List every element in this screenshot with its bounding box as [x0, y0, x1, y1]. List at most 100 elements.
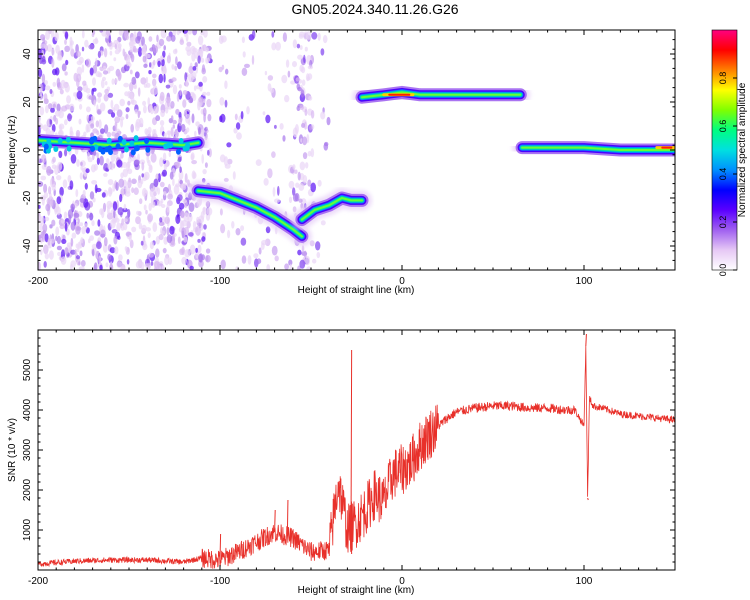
noise-blob — [218, 66, 223, 73]
noise-blob — [206, 91, 211, 96]
track-blob — [43, 143, 49, 150]
noise-blob — [236, 132, 242, 140]
noise-blob — [170, 126, 174, 137]
noise-blob — [143, 171, 150, 181]
noise-blob — [145, 76, 149, 84]
noise-blob — [78, 261, 81, 266]
noise-blob — [139, 117, 144, 128]
noise-blob — [141, 36, 145, 47]
noise-blob — [240, 225, 245, 232]
colorbar-ticks: 0.0 0.2 0.4 0.6 0.8 — [718, 72, 737, 276]
noise-blob — [312, 258, 317, 264]
noise-blob — [157, 187, 161, 195]
spectrogram-y-tick-label: -20 — [22, 190, 33, 205]
spectrogram-tracks — [38, 82, 675, 247]
noise-blob — [96, 108, 102, 115]
noise-blob — [183, 212, 190, 223]
noise-blob — [297, 171, 301, 181]
noise-blob — [296, 83, 301, 90]
noise-blob — [143, 83, 148, 88]
noise-blob — [240, 237, 247, 246]
noise-blob — [68, 214, 72, 225]
noise-blob — [76, 51, 81, 58]
noise-blob — [112, 201, 118, 211]
noise-blob — [114, 121, 118, 132]
noise-blob — [84, 39, 89, 48]
snr-x-tick-label: 0 — [399, 576, 405, 587]
noise-blob — [81, 64, 85, 73]
noise-blob — [38, 94, 43, 101]
noise-blob — [220, 35, 227, 43]
noise-blob — [202, 98, 206, 103]
noise-blob — [85, 168, 90, 174]
noise-blob — [197, 55, 201, 64]
snr-spike — [350, 526, 353, 555]
noise-blob — [264, 70, 268, 76]
noise-blob — [152, 45, 158, 54]
noise-blob — [263, 178, 269, 186]
noise-blob — [118, 178, 125, 188]
track-blob — [133, 135, 139, 142]
noise-blob — [203, 224, 207, 230]
noise-blob — [79, 250, 83, 257]
noise-blob — [179, 220, 183, 229]
noise-blob — [113, 57, 117, 62]
noise-blob — [292, 39, 298, 49]
noise-blob — [178, 84, 182, 89]
noise-blob — [116, 222, 121, 232]
noise-blob — [116, 109, 123, 118]
noise-blob — [285, 59, 290, 68]
noise-blob — [224, 99, 228, 108]
noise-blob — [162, 63, 167, 73]
noise-blob — [99, 155, 104, 166]
noise-blob — [227, 158, 233, 165]
noise-blob — [64, 83, 70, 93]
noise-blob — [197, 238, 201, 243]
noise-blob — [205, 201, 210, 208]
noise-blob — [141, 161, 145, 171]
noise-blob — [219, 154, 226, 163]
noise-blob — [186, 41, 192, 47]
noise-blob — [57, 161, 63, 171]
noise-blob — [80, 165, 84, 171]
noise-blob — [310, 110, 315, 119]
noise-blob — [201, 254, 205, 261]
noise-blob — [82, 189, 86, 197]
noise-blob — [171, 240, 175, 246]
noise-blob — [267, 168, 273, 179]
noise-blob — [274, 255, 279, 262]
noise-blob — [208, 148, 212, 158]
noise-blob — [76, 60, 83, 66]
noise-blob — [44, 253, 50, 260]
noise-blob — [183, 236, 188, 243]
track-blob — [106, 137, 112, 144]
noise-blob — [137, 46, 143, 57]
noise-blob — [246, 106, 250, 115]
track-blob — [121, 139, 127, 146]
noise-blob — [153, 178, 159, 188]
noise-blob — [176, 30, 180, 36]
spectrogram-y-tick-label: -40 — [22, 238, 33, 253]
noise-blob — [185, 79, 189, 88]
noise-blob — [266, 264, 270, 270]
noise-blob — [305, 73, 310, 82]
spectrogram-x-tick-label: -200 — [28, 276, 48, 287]
noise-blob — [75, 189, 79, 198]
noise-blob — [103, 172, 108, 177]
noise-blob — [85, 58, 91, 68]
noise-blob — [317, 32, 321, 41]
noise-blob — [206, 207, 213, 216]
snr-x-tick-label: 100 — [576, 576, 593, 587]
noise-blob — [131, 76, 137, 85]
noise-blob — [153, 106, 158, 115]
noise-blob — [323, 142, 329, 151]
noise-blob — [173, 184, 180, 195]
noise-blob — [157, 60, 161, 67]
noise-blob — [165, 96, 171, 104]
noise-blob — [299, 105, 304, 110]
noise-blob — [182, 90, 188, 95]
noise-blob — [194, 62, 198, 68]
noise-blob — [219, 97, 225, 106]
noise-blob — [298, 34, 304, 39]
noise-blob — [307, 150, 312, 157]
